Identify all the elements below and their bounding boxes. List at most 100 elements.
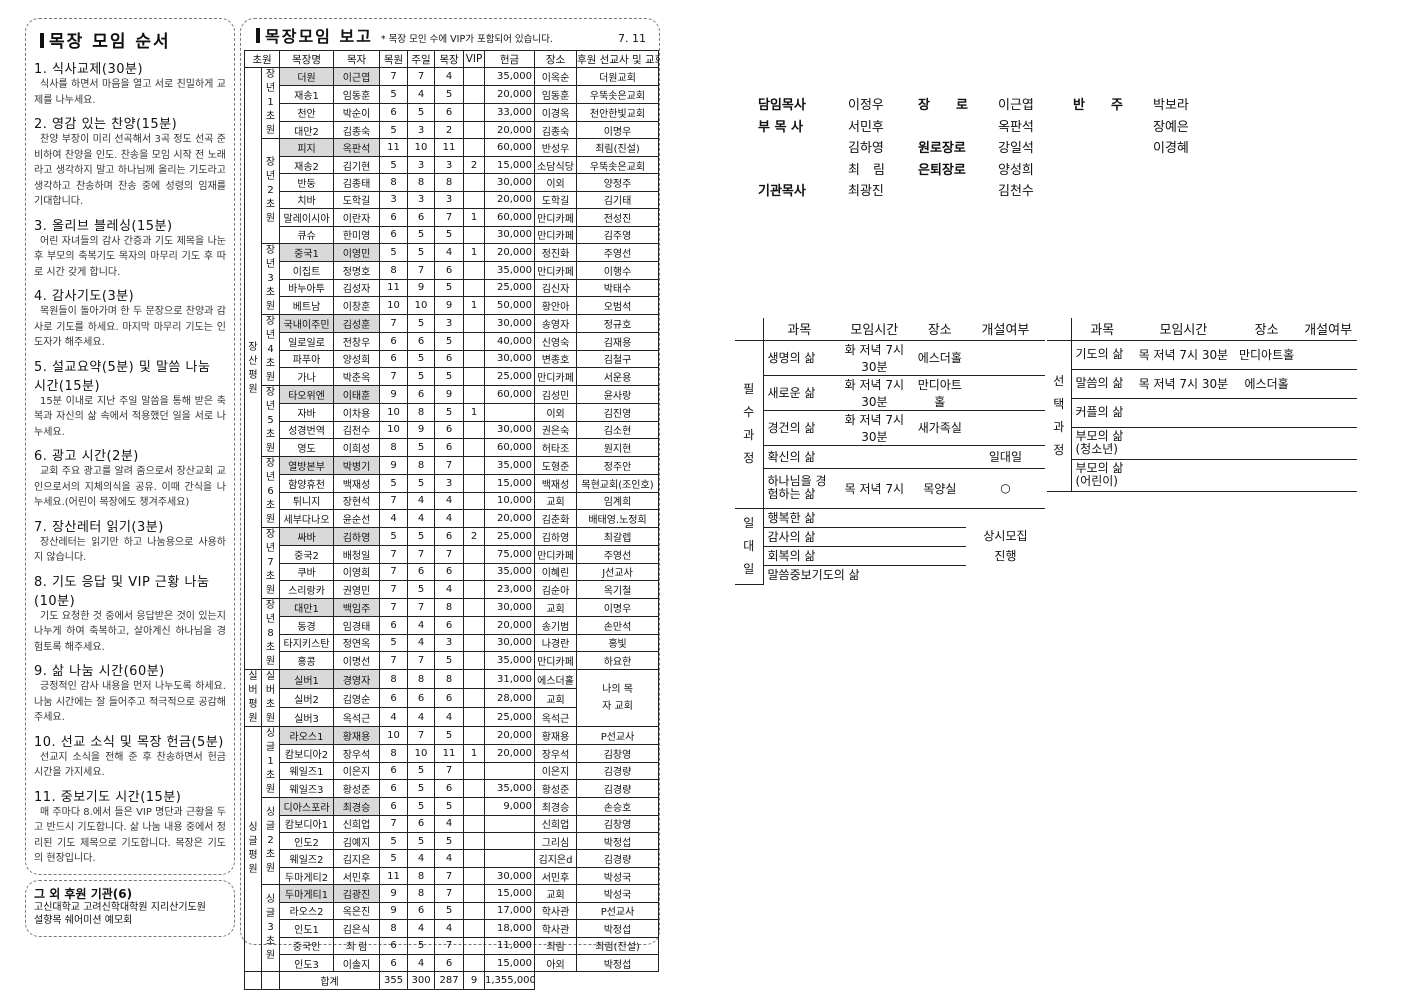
table-row: 함양휴천 백재성 5 5 3 15,000 백재성 목현교회(조인호) xyxy=(245,473,660,493)
vip-count xyxy=(463,953,486,973)
sponsor: 박정섭 xyxy=(576,831,660,851)
vip-count xyxy=(463,831,486,851)
table-row: 성경번역 김천수 10 9 6 30,000 권은숙 김소현 xyxy=(245,420,660,440)
sunday-count: 5 xyxy=(407,527,436,546)
cell-group-name: 타지키스탄 xyxy=(279,633,335,653)
table-row: 중국인 최 림 6 5 7 11,000 최림 최림(진설) xyxy=(245,936,660,956)
meeting-place: 김순아 xyxy=(534,580,578,600)
sunday-count: 4 xyxy=(407,633,436,653)
sunday-count: 8 xyxy=(407,456,436,475)
sponsor: 박성국 xyxy=(576,884,660,903)
vip-count xyxy=(463,866,486,886)
staff-list: 담임목사 이정우 장 로 이근엽 반 주 박보라 부 목 사 서민후 옥판석 장예은 김하영 원로장로… xyxy=(758,95,1243,203)
vip-count xyxy=(463,814,486,833)
order-item-title: 5. 설교요약(5분) 및 말씀 나눔 시간(15분) xyxy=(34,359,211,394)
vip-count xyxy=(463,190,486,210)
members-count: 4 xyxy=(379,707,409,728)
members-count: 6 xyxy=(379,225,409,245)
leader-name: 김하영 xyxy=(333,527,381,546)
table-row: 인도3 이솔지 6 4 6 15,000 아외 박정섭 xyxy=(245,953,660,973)
members-count: 6 xyxy=(379,797,409,816)
leader-name: 옥은진 xyxy=(333,901,381,921)
staff-row: 기관목사 최광진 김천수 xyxy=(758,181,1243,203)
mokjang-count: 4 xyxy=(434,580,465,600)
meeting-place: 나경란 xyxy=(534,633,578,653)
meeting-place: 황성준 xyxy=(534,779,578,799)
table-row: 재송1 임동훈 5 4 5 20,000 임동훈 우뚝솟은교회 xyxy=(245,85,660,104)
members-count: 6 xyxy=(379,779,409,799)
meeting-place: 김하영 xyxy=(534,527,578,546)
offering-amount: 18,000 xyxy=(484,919,536,938)
offering-amount: 35,000 xyxy=(484,456,536,475)
leader-name: 박순이 xyxy=(333,102,381,122)
open-status: 상시모집 진행 xyxy=(983,529,1028,564)
members-count: 9 xyxy=(379,901,409,921)
mokjang-count: 3 xyxy=(434,633,465,653)
leader-name: 김광진 xyxy=(333,884,381,903)
leader-name: 이희성 xyxy=(333,438,381,458)
meeting-place: 김성민 xyxy=(534,385,578,404)
staff-name: 양성희 xyxy=(998,162,1034,178)
leader-name: 이명선 xyxy=(333,651,381,671)
order-item-text: 어린 자녀들의 감사 간증과 기도 제목을 나눈 후 부모의 축복기도 목자의 … xyxy=(34,235,226,278)
sunday-count: 10 xyxy=(407,138,436,157)
mokjang-count: 6 xyxy=(434,102,465,122)
table-row: 타지키스탄 정연옥 5 4 3 30,000 나경란 홍빛 xyxy=(245,633,660,653)
cell-group-name: 실버3 xyxy=(279,707,335,728)
table-row: 반둥 김종태 8 8 8 30,000 이외 양정주 xyxy=(245,173,660,192)
vip-count xyxy=(463,278,486,298)
meeting-place: 만디카페 xyxy=(534,225,578,245)
sunday-count: 5 xyxy=(407,225,436,245)
sunday-count: 5 xyxy=(407,580,436,600)
offering-amount: 17,000 xyxy=(484,901,536,921)
sunday-count: 4 xyxy=(407,615,436,635)
sunday-count: 10 xyxy=(407,743,436,763)
mokjang-count: 6 xyxy=(434,420,465,440)
offering-amount: 15,000 xyxy=(484,473,536,493)
vip-count: 1 xyxy=(463,296,486,316)
staff-name: 서민후 xyxy=(848,119,884,135)
sunday-count: 7 xyxy=(407,260,436,280)
members-count: 7 xyxy=(379,580,409,600)
order-item-title: 10. 선교 소식 및 목장 헌금(5분) xyxy=(34,734,224,750)
course-name: 경건의 삶 xyxy=(763,410,835,446)
table-row: 가나 박춘옥 7 5 5 25,000 만디카페 서운용 xyxy=(245,367,660,387)
blank-cell xyxy=(735,318,764,340)
cell-group-name: 가나 xyxy=(279,367,335,387)
course-row: 감사의 삶 xyxy=(735,527,1045,547)
meeting-place xyxy=(1233,427,1300,460)
offering-amount: 20,000 xyxy=(484,615,536,635)
support-line: 설향목 쉐어미션 예모회 xyxy=(34,915,133,926)
members-count: 8 xyxy=(379,438,409,458)
members-count: 5 xyxy=(379,243,409,262)
offering-amount: 30,000 xyxy=(484,225,536,245)
offering-amount: 35,000 xyxy=(484,779,536,799)
mokjang-count: 4 xyxy=(434,491,465,511)
offering-amount: 10,000 xyxy=(484,491,536,511)
sunday-count: 8 xyxy=(407,402,436,422)
offering-amount: 30,000 xyxy=(484,633,536,653)
cell-group-name: 타오위엔 xyxy=(279,385,335,404)
cell-group-name: 디아스포라 xyxy=(279,797,335,816)
order-item-title: 6. 광고 시간(2분) xyxy=(34,449,139,464)
order-item: 5. 설교요약(5분) 및 말씀 나눔 시간(15분) 15분 이내로 지난 주일… xyxy=(34,356,226,441)
meeting-time xyxy=(1133,427,1234,460)
sponsor: 손승호 xyxy=(576,797,660,816)
meeting-place: 옥석근 xyxy=(534,707,578,728)
sponsor: 최갈렙 xyxy=(576,527,660,546)
vip-count xyxy=(463,919,486,938)
members-count: 6 xyxy=(379,615,409,635)
mokjang-count: 6 xyxy=(434,260,465,280)
meeting-place: 이혜린 xyxy=(534,562,578,582)
table-row: 싱글평원 싱글1초원 라오스1 황재용 10 7 5 20,000 황재용 P선교사 xyxy=(244,726,660,973)
staff-row: 부 목 사 서민후 옥판석 장예은 xyxy=(758,117,1243,139)
cell-group-name: 중국1 xyxy=(279,243,335,262)
table-row: 장년4초원 국내이주민 김성훈 7 5 3 30,000 송영자 정규호 xyxy=(245,314,660,387)
members-count: 11 xyxy=(379,138,409,157)
column-header: 후원 선교사 및 교회 xyxy=(576,49,660,69)
mokjang-count: 7 xyxy=(434,761,465,781)
meeting-time: 목 저녁 7시 30분 xyxy=(1133,340,1234,370)
total-sunday: 300 xyxy=(407,971,436,990)
meeting-place: 신영숙 xyxy=(534,331,578,351)
sponsor: 박정섭 xyxy=(576,919,660,938)
